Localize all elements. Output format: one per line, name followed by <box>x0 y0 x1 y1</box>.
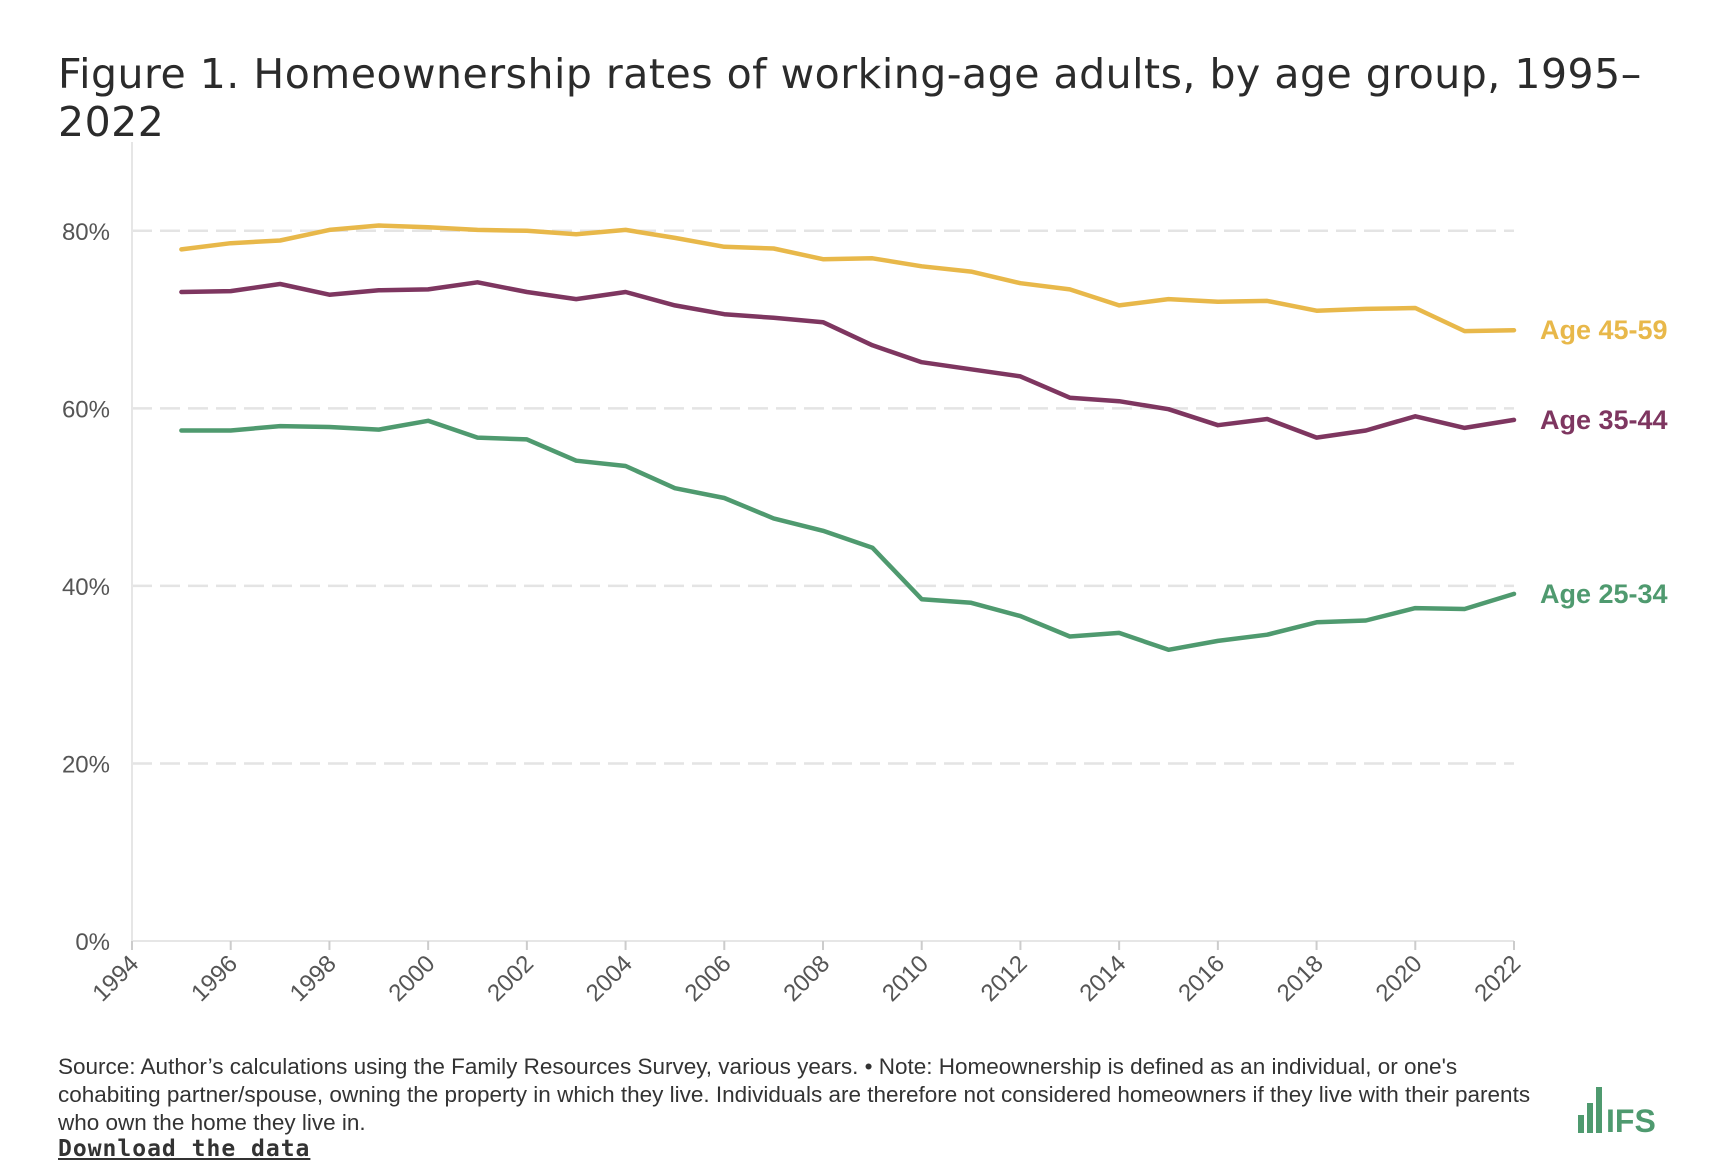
x-tick-label: 2014 <box>1075 950 1132 1007</box>
x-tick-label: 1998 <box>285 950 342 1007</box>
axes <box>131 142 1514 942</box>
x-tick-label: 2012 <box>976 950 1033 1007</box>
chart-title: Figure 1. Homeownership rates of working… <box>58 50 1642 146</box>
y-axis-ticks: 0% 20% 40% 60% 80% <box>62 219 110 956</box>
y-tick-label: 80% <box>62 219 110 246</box>
x-tick-label: 2020 <box>1371 950 1428 1007</box>
x-tick-label: 2004 <box>581 950 638 1007</box>
series-label: Age 35-44 <box>1540 405 1668 435</box>
x-tick-label: 2016 <box>1173 950 1230 1007</box>
ifs-logo: IFS <box>1578 1087 1656 1135</box>
line-chart: 0% 20% 40% 60% 80% 1994 1996 1998 2000 2002 2004 2… <box>62 142 1668 1007</box>
series-labels: Age 45-59 Age 35-44 Age 25-34 <box>1540 315 1668 609</box>
source-note: Source: Author’s calculations using the … <box>58 1054 1531 1135</box>
y-tick-label: 0% <box>75 929 110 956</box>
x-axis-ticks: 1994 1996 1998 2000 2002 2004 2006 2008 2010 2012… <box>87 941 1526 1007</box>
logo-text: IFS <box>1606 1103 1656 1135</box>
x-tick-label: 2000 <box>384 950 441 1007</box>
series-line-2 <box>179 418 1517 653</box>
x-tick-label: 2006 <box>680 950 737 1007</box>
x-tick-label: 2022 <box>1469 950 1526 1007</box>
x-tick-label: 2008 <box>778 950 835 1007</box>
download-data-link[interactable]: Download the data <box>58 1136 311 1162</box>
series-line-1 <box>179 280 1517 440</box>
gridlines <box>132 229 1514 765</box>
x-tick-label: 2018 <box>1272 950 1329 1007</box>
x-tick-label: 2010 <box>877 950 934 1007</box>
y-tick-label: 40% <box>62 574 110 601</box>
x-tick-label: 1996 <box>186 950 243 1007</box>
x-tick-label: 2002 <box>482 950 539 1007</box>
x-tick-label: 1994 <box>87 950 144 1007</box>
y-tick-label: 60% <box>62 396 110 423</box>
y-tick-label: 20% <box>62 751 110 778</box>
series-lines <box>179 223 1517 653</box>
series-label: Age 25-34 <box>1540 579 1668 609</box>
series-line-0 <box>179 223 1517 334</box>
series-label: Age 45-59 <box>1540 315 1668 345</box>
